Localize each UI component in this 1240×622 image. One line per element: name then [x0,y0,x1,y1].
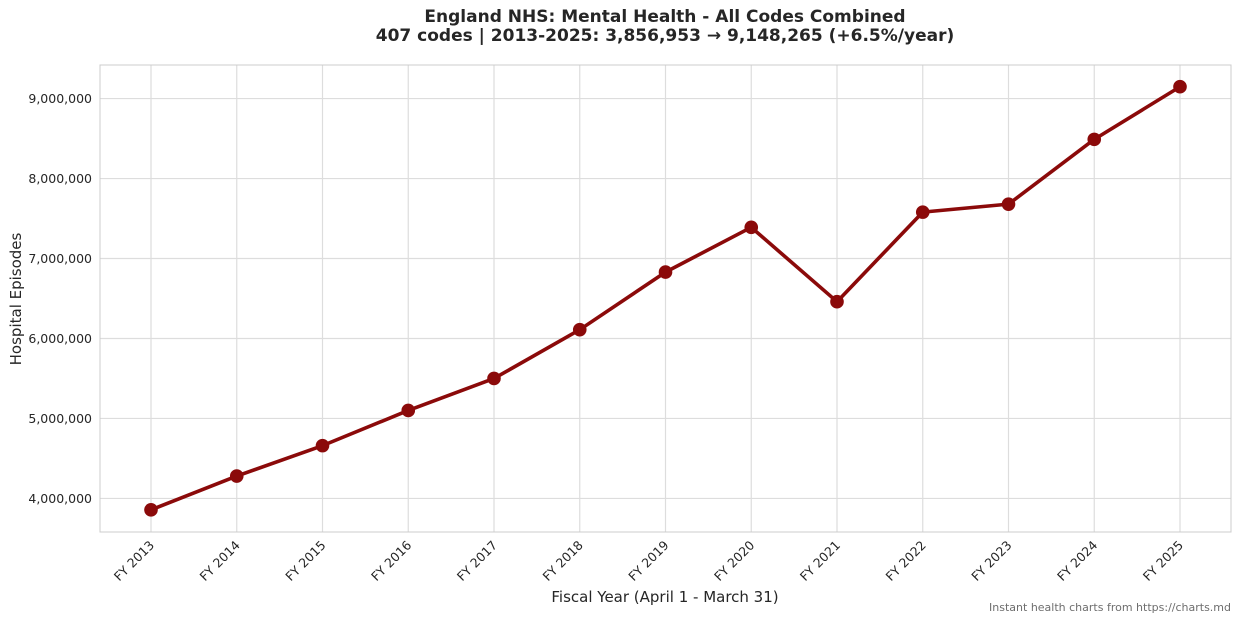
x-tick-label: FY 2015 [282,538,328,584]
data-point [915,205,930,219]
y-axis-label: Hospital Episodes [7,232,25,365]
data-point [1173,79,1187,94]
x-tick-label: FY 2023 [968,538,1014,584]
chart-title-line1: England NHS: Mental Health - All Codes C… [424,7,905,27]
x-tick-label: FY 2025 [1140,538,1186,584]
y-tick-label: 5,000,000 [28,411,92,426]
data-point [487,371,501,386]
data-point [572,322,587,337]
x-tick-label: FY 2018 [539,537,585,583]
x-tick-label: FY 2022 [882,538,928,584]
data-point [315,438,330,453]
x-tick-labels: FY 2013 FY 2014 FY 2015 FY 2016 FY 2017 FY 20… [111,537,1186,583]
data-point [229,469,244,483]
data-point [1001,197,1016,211]
y-tick-labels: 4,000,000 5,000,000 6,000,000 7,000,000 8,00… [28,91,92,506]
data-point [658,265,673,279]
y-tick-label: 8,000,000 [28,171,92,186]
data-point [744,220,759,235]
x-tick-label: FY 2013 [111,538,157,584]
data-point [144,503,158,517]
y-tick-label: 9,000,000 [28,91,92,106]
y-tick-label: 4,000,000 [28,491,92,506]
series-group [144,79,1187,517]
x-tick-label: FY 2014 [196,537,242,583]
x-tick-label: FY 2021 [797,538,843,584]
x-tick-label: FY 2024 [1054,537,1100,583]
x-tick-label: FY 2016 [368,537,414,583]
x-tick-label: FY 2019 [625,537,671,583]
y-tick-label: 6,000,000 [28,331,92,346]
y-tick-label: 7,000,000 [28,251,92,266]
plot-area-frame [99,64,1232,533]
data-point [401,403,416,418]
data-point [830,294,844,309]
x-tick-label: FY 2017 [454,538,500,584]
chart-title-line2: 407 codes | 2013-2025: 3,856,953 → 9,148… [376,26,954,46]
x-axis-label: Fiscal Year (April 1 - March 31) [551,588,778,606]
x-tick-label: FY 2020 [711,537,757,583]
data-point [1087,132,1102,147]
grid-lines [100,65,1231,532]
credit-text: Instant health charts from https://chart… [989,601,1231,614]
